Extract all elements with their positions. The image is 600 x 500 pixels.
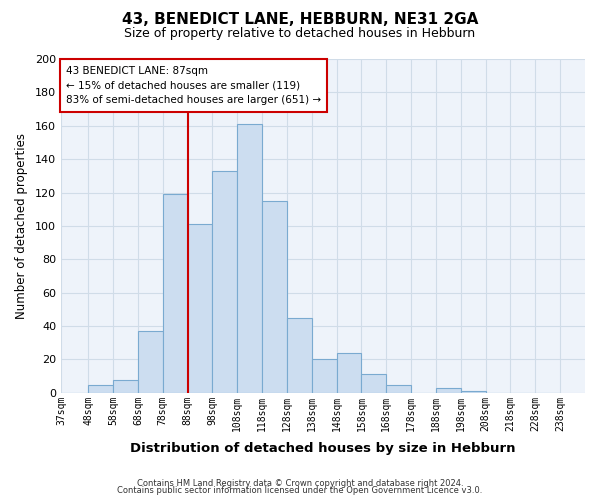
Bar	[361, 374, 386, 393]
X-axis label: Distribution of detached houses by size in Hebburn: Distribution of detached houses by size …	[130, 442, 516, 455]
Text: 43, BENEDICT LANE, HEBBURN, NE31 2GA: 43, BENEDICT LANE, HEBBURN, NE31 2GA	[122, 12, 478, 28]
Bar	[287, 318, 312, 393]
Bar	[138, 331, 163, 393]
Text: Contains public sector information licensed under the Open Government Licence v3: Contains public sector information licen…	[118, 486, 482, 495]
Bar	[88, 384, 113, 393]
Bar	[113, 380, 138, 393]
Text: Contains HM Land Registry data © Crown copyright and database right 2024.: Contains HM Land Registry data © Crown c…	[137, 478, 463, 488]
Bar	[163, 194, 188, 393]
Bar	[212, 171, 237, 393]
Text: 43 BENEDICT LANE: 87sqm
← 15% of detached houses are smaller (119)
83% of semi-d: 43 BENEDICT LANE: 87sqm ← 15% of detache…	[66, 66, 321, 106]
Bar	[436, 388, 461, 393]
Bar	[337, 353, 361, 393]
Y-axis label: Number of detached properties: Number of detached properties	[15, 133, 28, 319]
Bar	[237, 124, 262, 393]
Bar	[188, 224, 212, 393]
Bar	[386, 384, 411, 393]
Bar	[262, 201, 287, 393]
Bar	[312, 360, 337, 393]
Bar	[461, 391, 485, 393]
Text: Size of property relative to detached houses in Hebburn: Size of property relative to detached ho…	[124, 28, 476, 40]
